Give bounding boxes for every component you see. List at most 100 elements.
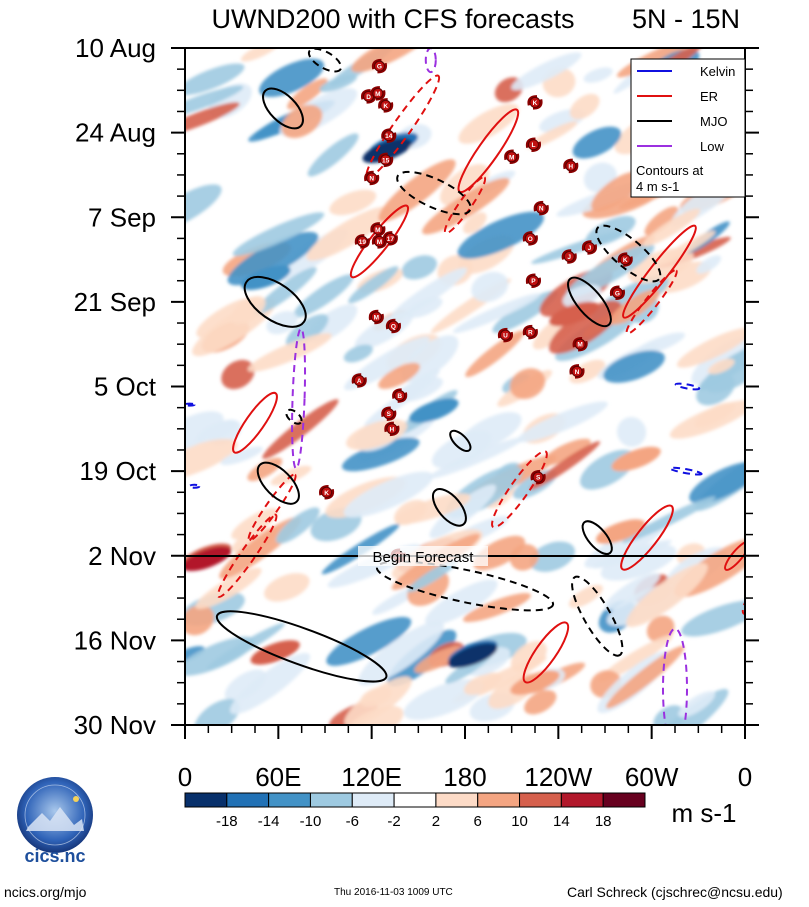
legend-label-kelvin: Kelvin [700,64,735,79]
storm-marker: P [525,273,542,288]
storm-center [384,232,396,244]
storm-center [583,241,595,253]
field-patch [220,446,263,466]
field-patch [276,507,320,544]
field-patch [232,212,325,257]
field-patch [306,206,391,261]
storm-arm [370,86,386,101]
storm-center [524,232,536,244]
contour [491,450,548,529]
field-patch [354,311,414,350]
field-patch [681,600,745,637]
contour [620,504,674,571]
field-patch [329,189,377,216]
x-tick-label: 60E [255,762,301,792]
storm-arm [527,95,543,110]
field-patch [509,368,546,400]
y-tick-label: 7 Sep [88,202,156,232]
footer-website[interactable]: ncics.org/mjo [4,884,87,900]
storm-label: G [615,290,620,297]
storm-center [383,408,395,420]
field-patch [458,103,520,144]
contour [669,466,703,476]
storm-center [527,275,539,287]
storm-marker: B [392,388,408,403]
field-core [549,301,599,327]
x-tick-label: 0 [178,762,192,792]
colorbar-swatch [602,792,646,808]
field-core [185,546,232,572]
colorbar: -18 -14 -10 -6 -2 2 6 10 14 18 [184,792,646,830]
storm-arm [497,327,514,343]
storm-marker: N [364,170,380,186]
contour [247,473,297,542]
field-patch [319,74,358,92]
field-patch [240,48,281,62]
storm-marker: S [530,469,546,485]
contour [741,581,745,615]
storm-marker: K [527,95,543,110]
storm-center [372,87,384,99]
field-patch [452,293,541,334]
colorbar-level: 10 [511,813,528,830]
logo-wordmark: cics.nc [24,846,85,866]
contour [595,224,662,283]
field-patch [606,645,685,709]
field-core [448,643,498,668]
storm-arm [581,240,598,255]
storm-center [563,251,575,263]
field-patch [425,579,498,626]
storm-label: K [324,490,329,497]
storm-marker: 17 [382,231,398,246]
field-patch [387,629,457,687]
storm-marker: 19 [354,234,370,249]
y-tick-label: 30 Nov [74,710,156,740]
field-patch [388,267,468,322]
storm-center [619,254,631,266]
storm-arm [609,285,626,301]
forecast-start-label: Begin Forecast [373,549,475,566]
storm-label: N [575,369,580,376]
contour [443,176,487,235]
contour [674,382,701,391]
storm-marker: L [525,137,542,152]
colorbar-swatch [393,792,437,808]
colorbar-level: 6 [474,813,482,830]
storm-arm [572,336,588,352]
field-patch [669,400,745,439]
storm-arm [385,318,402,334]
field-patch [344,336,430,391]
storm-marker: 14 [381,128,397,143]
legend-label-mjo: MJO [700,114,727,129]
storm-label: R [528,330,533,337]
field-patch [378,362,421,389]
contour [349,204,410,279]
storm-marker: S [381,406,397,421]
colorbar-swatch [519,792,562,808]
storm-label: S [536,475,541,482]
contour [307,48,343,73]
field-patch [457,211,544,259]
storm-center [574,338,586,350]
contour [375,560,555,612]
storm-marker: K [617,252,633,267]
field-patch [562,284,602,308]
storm-arm [561,249,577,264]
storm-label: 17 [387,236,395,243]
field-patch [285,314,329,348]
storm-label: M [577,342,582,349]
storm-marker: M [368,309,384,325]
colorbar-level: -14 [258,813,280,830]
storm-arm [318,485,335,500]
field-patch [185,85,244,120]
storm-center [506,151,518,163]
field-patch [342,437,420,472]
storm-center [565,160,577,172]
y-tick-label: 19 Oct [79,456,156,486]
storm-label: K [383,103,388,110]
field-patch [616,416,647,447]
chart-legend: Kelvin ER MJO Low Contours at 4 m s-1 [630,58,746,198]
y-tick-label: 10 Aug [75,33,156,63]
storm-label: M [375,227,380,234]
colorbar-swatch [435,792,479,808]
